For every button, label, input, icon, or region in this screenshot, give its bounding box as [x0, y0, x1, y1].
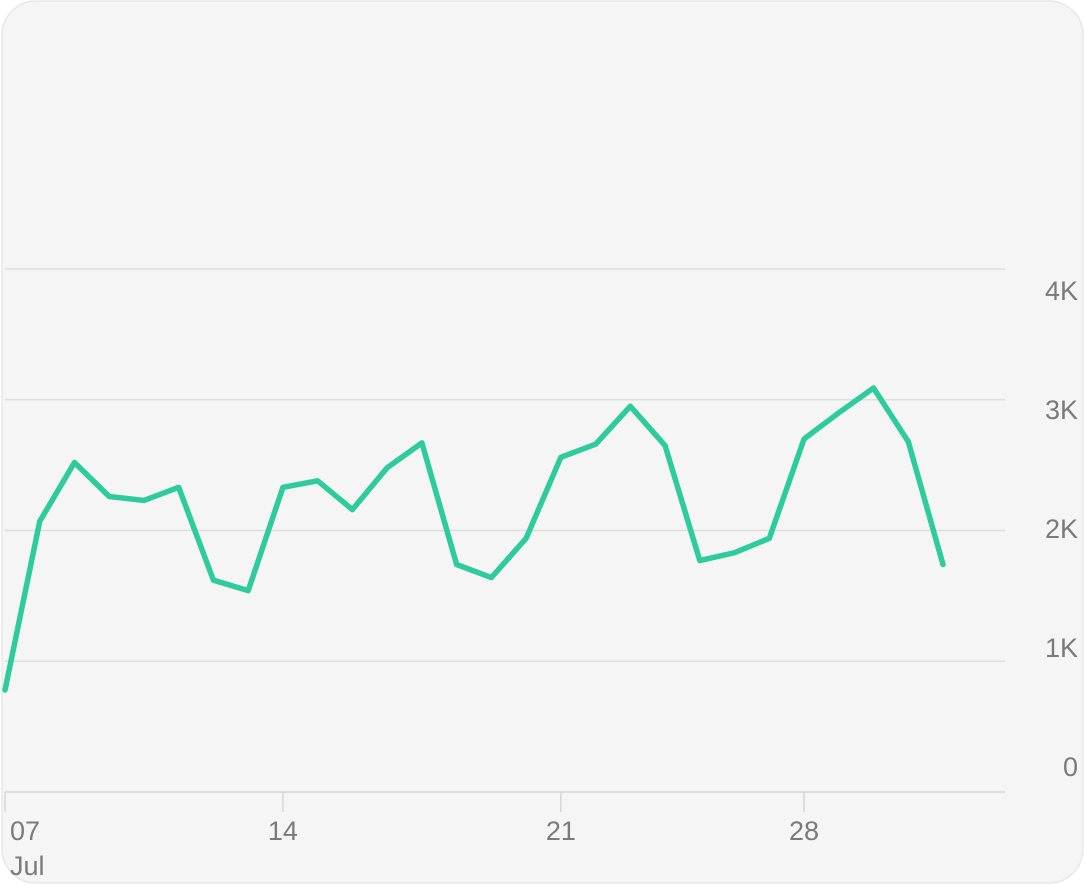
month-label: Jul [10, 851, 45, 881]
line-series [2, 385, 946, 693]
x-tick-label: 28 [789, 816, 819, 846]
y-tick-label: 0 [1063, 752, 1078, 782]
y-tick-label: 4K [1045, 276, 1078, 306]
x-tick-label: 21 [546, 816, 576, 846]
y-tick-label: 3K [1045, 395, 1078, 425]
x-tick-label: 07 [10, 816, 40, 846]
y-tick-label: 2K [1045, 514, 1078, 544]
y-tick-label: 1K [1045, 633, 1078, 663]
x-tick-label: 14 [268, 816, 298, 846]
